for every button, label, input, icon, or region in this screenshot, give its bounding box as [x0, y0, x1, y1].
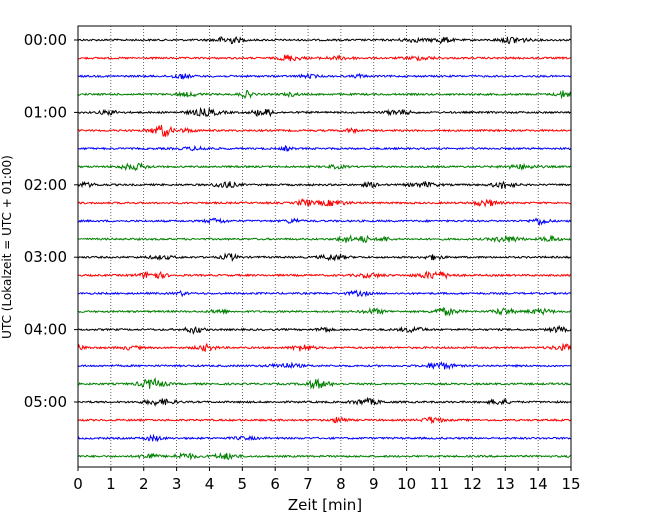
x-tick-label: 6: [270, 475, 280, 493]
trace-line: [77, 396, 572, 407]
trace-line: [77, 161, 572, 172]
trace-line: [77, 234, 572, 244]
y-tick-label: 05:00: [24, 393, 67, 411]
x-tick-label: 14: [529, 475, 548, 493]
trace-layer: [77, 35, 572, 461]
x-tick-label: 2: [139, 475, 149, 493]
trace-line: [77, 106, 572, 118]
trace-line: [77, 416, 572, 425]
trace-line: [77, 289, 572, 298]
x-tick-label: 5: [238, 475, 248, 493]
trace-line: [77, 89, 572, 100]
y-tick-label: 03:00: [24, 248, 67, 266]
x-tick-label: 13: [496, 475, 515, 493]
y-tick-label: 02:00: [24, 176, 67, 194]
trace-line: [77, 451, 572, 461]
trace-line: [77, 433, 572, 443]
x-tick-label: 1: [106, 475, 116, 493]
trace-line: [77, 144, 572, 152]
x-tick-label: 3: [172, 475, 182, 493]
trace-line: [77, 35, 572, 45]
plot-frame: [77, 25, 572, 468]
trace-line: [77, 324, 572, 335]
y-tick-label: 04:00: [24, 321, 67, 339]
x-axis-label: Zeit [min]: [288, 496, 362, 514]
trace-line: [77, 377, 572, 390]
trace-line: [77, 72, 572, 80]
x-tick-label: 10: [397, 475, 416, 493]
y-tick-label: 00:00: [24, 31, 67, 49]
x-tick-label: 4: [205, 475, 215, 493]
x-tick-label: 8: [336, 475, 346, 493]
x-tick-label: 12: [463, 475, 482, 493]
y-tick-label: 01:00: [24, 103, 67, 121]
trace-line: [77, 342, 572, 353]
trace-line: [77, 54, 572, 62]
y-axis: 00:00 01:00 02:00 03:00 04:00 05:00: [24, 31, 78, 411]
x-tick-label: 0: [73, 475, 83, 493]
trace-line: [77, 252, 572, 263]
trace-line: [77, 360, 572, 371]
x-tick-label: 7: [303, 475, 313, 493]
x-tick-label: 11: [430, 475, 449, 493]
trace-line: [77, 306, 572, 317]
trace-line: [77, 180, 572, 189]
trace-line: [77, 198, 572, 208]
x-axis: 0 1 2 3 4 5 6 7 8 9 10 11 12 13 14 15: [73, 467, 581, 493]
trace-line: [77, 270, 572, 280]
y-axis-label: UTC (Lokalzeit = UTC + 01:00): [0, 155, 14, 339]
x-tick-label: 15: [561, 475, 580, 493]
x-tick-label: 9: [369, 475, 379, 493]
trace-line: [77, 124, 572, 138]
trace-line: [77, 217, 572, 227]
